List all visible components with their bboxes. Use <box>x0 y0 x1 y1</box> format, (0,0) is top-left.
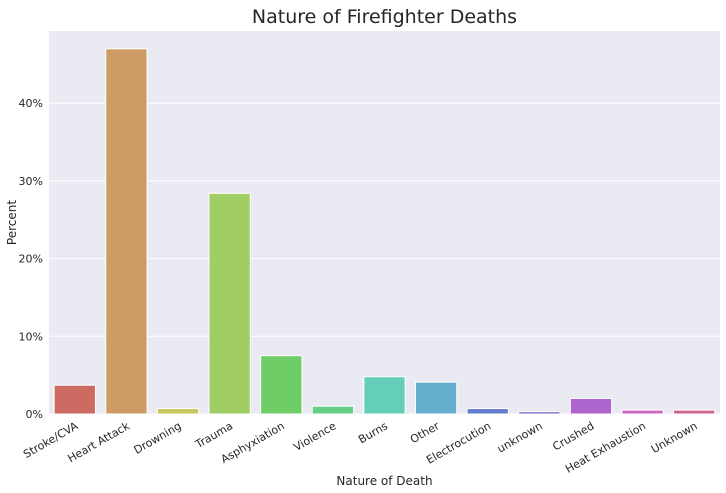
bar-other <box>414 381 458 415</box>
x-tick-label: Other <box>408 419 442 446</box>
y-tick-label: 20% <box>19 253 43 266</box>
bar-drowning <box>156 408 200 415</box>
bar-violence <box>311 405 355 415</box>
bar-stroke-cva <box>53 384 96 415</box>
x-tick-label: Unknown <box>649 419 700 456</box>
chart-title: Nature of Firefighter Deaths <box>252 6 517 28</box>
x-tick-label: Burns <box>356 419 390 446</box>
bar-unknown <box>518 411 561 415</box>
y-tick-label: 30% <box>19 175 43 188</box>
bars <box>53 48 716 415</box>
bar-unknown <box>673 409 716 415</box>
x-tick-label: Violence <box>291 419 338 454</box>
x-tick-label: Drowning <box>132 419 184 456</box>
bar-trauma <box>208 192 251 415</box>
bar-burns <box>363 376 406 415</box>
plot-area <box>49 31 720 414</box>
x-tick-label: Trauma <box>192 419 235 451</box>
x-axis-label: Nature of Death <box>336 474 432 488</box>
bar-heat-exhaustion <box>621 409 664 415</box>
y-axis-ticks: 0% 10% 20% 30% 40% <box>19 97 43 421</box>
y-tick-label: 10% <box>19 330 43 343</box>
y-tick-label: 40% <box>19 97 43 110</box>
y-axis-label: Percent <box>5 200 19 245</box>
bar-heart-attack <box>105 48 148 415</box>
x-tick-label: unknown <box>495 419 545 455</box>
bar-electrocution <box>466 408 509 415</box>
bar-crushed <box>569 397 613 415</box>
bar-asphyxiation <box>260 355 303 415</box>
y-tick-label: 0% <box>26 408 43 421</box>
